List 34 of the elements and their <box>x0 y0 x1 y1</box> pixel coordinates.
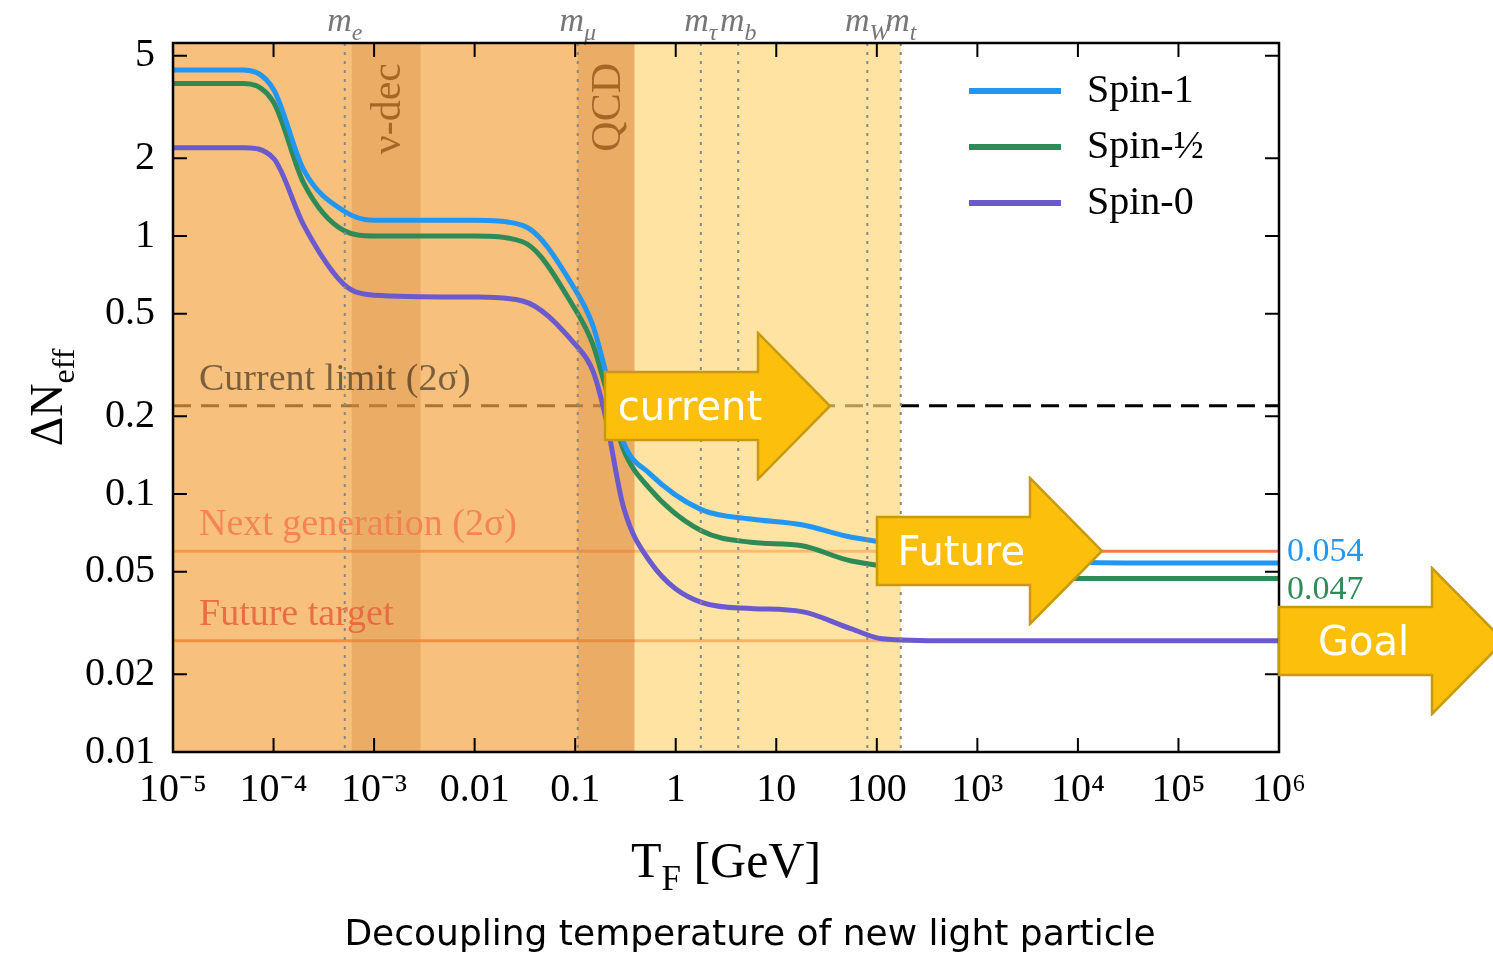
ref-line-label: Current limit (2σ) <box>199 355 471 399</box>
data-label: 0.054 <box>1287 530 1364 568</box>
annotation: current <box>617 382 763 429</box>
y-tick-label: 0.1 <box>105 468 155 514</box>
x-tick-label: 100 <box>846 764 907 810</box>
ref-line-label: Next generation (2σ) <box>199 501 518 545</box>
ref-line-label: Future target <box>199 590 394 633</box>
x-tick-label: 10⁻⁴ <box>239 764 308 810</box>
y-tick-label: 0.2 <box>105 390 155 436</box>
x-tick-label: 1 <box>665 764 686 810</box>
x-tick-label: 0.1 <box>550 764 601 810</box>
y-tick-label: 0.5 <box>105 288 155 334</box>
x-tick-label: 0.01 <box>439 764 510 810</box>
x-tick-label: 10⁻³ <box>341 764 408 810</box>
x-tick-label: 10⁴ <box>1050 764 1105 810</box>
x-tick-label: 10⁶ <box>1252 764 1306 810</box>
x-tick-label: 10³ <box>951 764 1004 810</box>
legend-label: Spin-1 <box>1087 65 1194 111</box>
band-label: ν-dec <box>363 62 410 155</box>
x-tick-label: 10 <box>756 764 797 810</box>
y-tick-label: 0.05 <box>85 546 155 592</box>
annotation: Goal <box>1317 617 1410 664</box>
text: Decoupling temperature of new light particle <box>343 912 1157 953</box>
legend-label: Spin-0 <box>1087 177 1194 223</box>
y-tick-label: 5 <box>135 30 155 76</box>
y-tick-label: 0.02 <box>85 648 155 694</box>
y-tick-label: 2 <box>135 132 155 178</box>
y-axis-title: ΔNeff <box>21 348 81 447</box>
annotation: Future <box>897 528 1026 575</box>
y-tick-label: 1 <box>135 210 155 256</box>
band-label: QCD <box>583 62 630 152</box>
legend-label: Spin-½ <box>1087 121 1204 167</box>
data-label: 0.047 <box>1287 568 1364 606</box>
x-tick-label: 10⁵ <box>1151 764 1206 810</box>
